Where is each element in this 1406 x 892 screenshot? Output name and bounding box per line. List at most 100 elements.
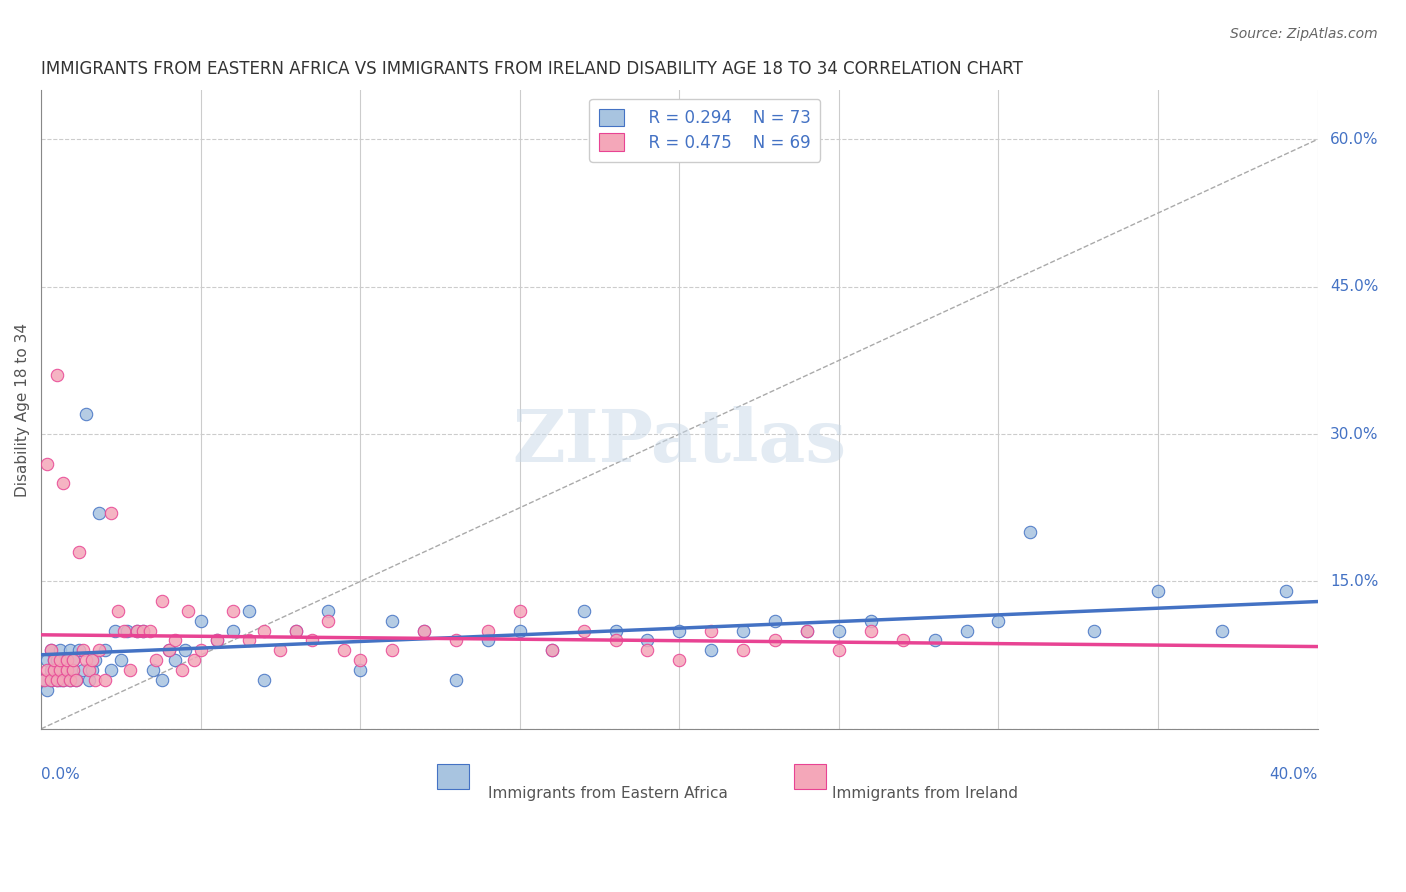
Point (37, 653, 59, 667)
Point (477, 624, 499, 638)
Point (668, 624, 690, 638)
Point (157, 643, 180, 657)
Point (49, 663, 72, 677)
Point (46, 653, 69, 667)
Point (52, 673, 75, 687)
Point (120, 663, 142, 677)
Point (42, 663, 65, 677)
Point (540, 643, 562, 657)
Point (37, 682, 59, 697)
Point (796, 624, 818, 638)
Point (955, 624, 977, 638)
Point (46, 663, 69, 677)
Point (796, 624, 818, 638)
Point (52, 476, 75, 491)
Point (125, 624, 148, 638)
Text: 15.0%: 15.0% (1330, 574, 1379, 589)
Point (62, 663, 84, 677)
Point (138, 624, 160, 638)
Point (477, 633, 499, 648)
Point (636, 643, 658, 657)
Point (52, 673, 75, 687)
Point (59, 643, 82, 657)
Text: Immigrants from Eastern Africa: Immigrants from Eastern Africa (488, 786, 728, 801)
Point (55, 653, 77, 667)
Point (117, 624, 139, 638)
Point (55, 653, 77, 667)
Point (84, 653, 107, 667)
Point (605, 624, 627, 638)
Point (39, 673, 62, 687)
Point (318, 604, 340, 618)
Point (1211, 624, 1233, 638)
Point (190, 614, 212, 628)
Text: Immigrants from Ireland: Immigrants from Ireland (832, 786, 1018, 801)
Point (72, 663, 94, 677)
Point (55, 663, 77, 677)
Point (107, 604, 129, 618)
Point (145, 653, 167, 667)
Point (49, 643, 72, 657)
Point (42, 663, 65, 677)
Point (221, 624, 243, 638)
Point (34, 673, 56, 687)
Point (103, 624, 125, 638)
Point (165, 633, 187, 648)
Point (150, 594, 173, 608)
Point (84, 673, 107, 687)
Point (39, 663, 62, 677)
Point (333, 643, 356, 657)
Point (75, 653, 97, 667)
Point (859, 614, 882, 628)
Point (763, 614, 786, 628)
Point (190, 643, 212, 657)
Point (75, 408, 97, 422)
Point (77, 663, 100, 677)
Point (65, 673, 87, 687)
Point (55, 663, 77, 677)
Bar (437, 764, 468, 789)
Point (349, 653, 371, 667)
Point (509, 604, 531, 618)
Point (891, 633, 914, 648)
Point (49, 653, 72, 667)
Text: IMMIGRANTS FROM EASTERN AFRICA VS IMMIGRANTS FROM IRELAND DISABILITY AGE 18 TO 3: IMMIGRANTS FROM EASTERN AFRICA VS IMMIGR… (41, 60, 1024, 78)
Point (269, 643, 291, 657)
Legend:   R = 0.294    N = 73,   R = 0.475    N = 69: R = 0.294 N = 73, R = 0.475 N = 69 (589, 99, 821, 161)
Point (205, 633, 228, 648)
Text: 0.0%: 0.0% (41, 767, 80, 782)
Point (82, 663, 104, 677)
Point (67, 545, 90, 559)
Point (1019, 525, 1042, 540)
Point (67, 643, 90, 657)
Text: 60.0%: 60.0% (1330, 132, 1379, 147)
Point (253, 624, 276, 638)
Point (221, 604, 243, 618)
Point (110, 653, 132, 667)
Point (285, 624, 308, 638)
Point (72, 643, 94, 657)
Point (65, 673, 87, 687)
Point (39, 643, 62, 657)
Point (100, 506, 122, 520)
Point (924, 633, 946, 648)
Point (59, 673, 82, 687)
Point (1274, 584, 1296, 599)
Point (46, 673, 69, 687)
Point (763, 633, 786, 648)
Point (173, 643, 195, 657)
Point (46, 368, 69, 383)
Point (540, 643, 562, 657)
Point (828, 624, 851, 638)
Point (87, 506, 110, 520)
Point (205, 633, 228, 648)
Text: ZIPatlas: ZIPatlas (512, 406, 846, 477)
Point (142, 663, 165, 677)
Point (509, 624, 531, 638)
Point (125, 624, 148, 638)
Point (183, 653, 205, 667)
Point (349, 663, 371, 677)
Point (37, 457, 59, 471)
Point (318, 614, 340, 628)
Point (828, 643, 851, 657)
